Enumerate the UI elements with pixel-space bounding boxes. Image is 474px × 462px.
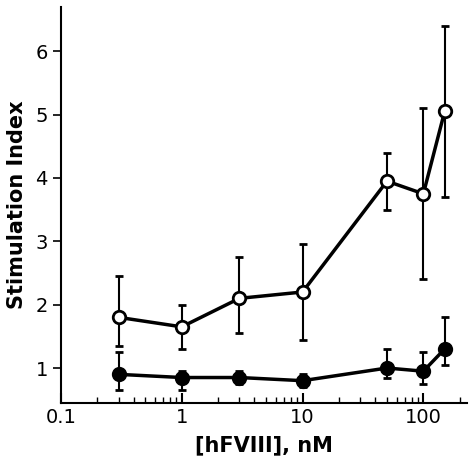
- X-axis label: [hFVIII], nM: [hFVIII], nM: [195, 435, 333, 455]
- Y-axis label: Stimulation Index: Stimulation Index: [7, 101, 27, 309]
